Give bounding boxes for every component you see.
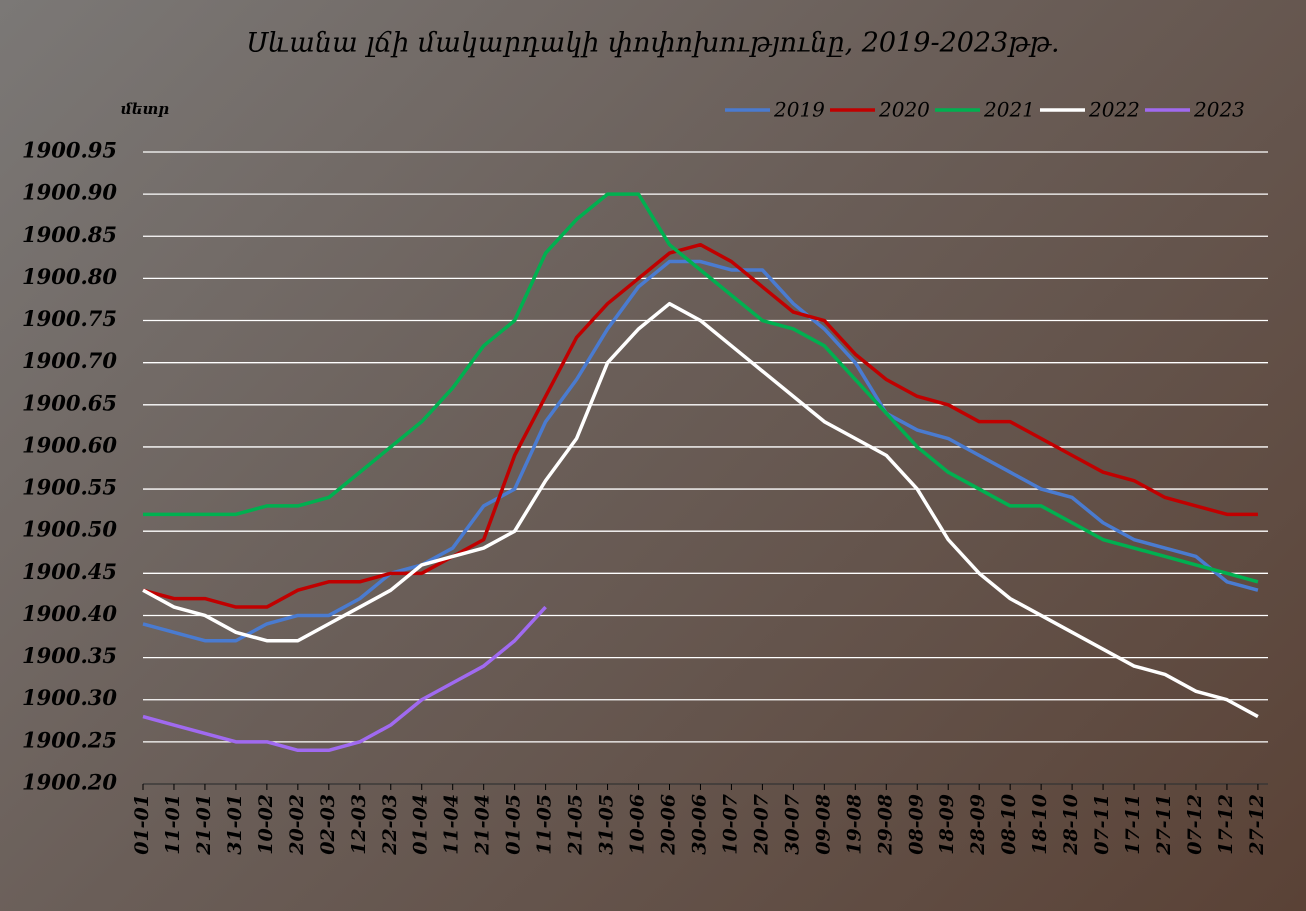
series-line bbox=[142, 259, 1259, 643]
x-tick-label: 21-05 bbox=[565, 794, 587, 856]
x-tick-label: 20-02 bbox=[286, 794, 308, 856]
series-line bbox=[142, 301, 1259, 719]
y-tick-label: 1900.40 bbox=[22, 601, 117, 626]
x-tick-label: 11-04 bbox=[441, 794, 463, 855]
x-tick-label: 17-11 bbox=[1122, 794, 1144, 855]
y-tick-label: 1900.20 bbox=[22, 770, 117, 795]
x-tick-label: 31-01 bbox=[224, 794, 246, 855]
x-tick-label: 01-05 bbox=[503, 794, 525, 855]
x-tick-label: 30-07 bbox=[781, 794, 803, 855]
y-tick-label: 1900.85 bbox=[22, 222, 117, 247]
x-tick-label: 30-06 bbox=[688, 794, 710, 855]
legend-label: 2021 bbox=[983, 98, 1035, 122]
x-tick-label: 18-09 bbox=[936, 794, 958, 855]
x-tick-label: 07-12 bbox=[1184, 794, 1206, 855]
x-tick-label: 11-05 bbox=[534, 794, 556, 855]
x-tick-label: 27-12 bbox=[1246, 794, 1268, 856]
x-tick-label: 10-06 bbox=[627, 794, 649, 855]
series-line bbox=[143, 192, 1259, 584]
legend-label: 2020 bbox=[878, 98, 930, 122]
y-axis-label: մետր bbox=[121, 100, 169, 118]
x-tick-label: 12-03 bbox=[348, 794, 370, 855]
x-tick-label: 28-10 bbox=[1060, 794, 1082, 856]
x-tick-label: 17-12 bbox=[1215, 794, 1237, 855]
x-tick-label: 29-08 bbox=[874, 794, 896, 856]
x-tick-label: 27-11 bbox=[1153, 794, 1175, 856]
x-tick-label: 20-07 bbox=[750, 794, 772, 856]
x-tick-label: 09-08 bbox=[812, 794, 834, 855]
x-tick-label: 11-01 bbox=[162, 794, 184, 855]
chart-title: Սևանա լճի մակարդակի փոփոխությունը, 2019-… bbox=[246, 28, 1059, 59]
x-tick-label: 08-09 bbox=[905, 794, 927, 855]
x-tick-label: 07-11 bbox=[1091, 794, 1113, 855]
y-tick-label: 1900.70 bbox=[22, 348, 117, 373]
series-line bbox=[142, 242, 1258, 609]
legend-label: 2019 bbox=[773, 98, 825, 122]
x-tick-label: 01-01 bbox=[131, 794, 153, 855]
x-tick-label: 28-09 bbox=[967, 794, 989, 856]
legend-label: 2023 bbox=[1193, 98, 1245, 122]
y-tick-label: 1900.95 bbox=[22, 138, 117, 163]
x-tick-label: 31-05 bbox=[596, 794, 618, 855]
x-tick-label: 19-08 bbox=[843, 794, 865, 855]
series-line bbox=[142, 605, 547, 753]
x-tick-label: 08-10 bbox=[998, 794, 1020, 855]
x-tick-label: 18-10 bbox=[1029, 794, 1051, 855]
x-tick-label: 01-04 bbox=[410, 794, 432, 855]
y-tick-label: 1900.90 bbox=[22, 180, 117, 205]
y-tick-label: 1900.60 bbox=[22, 432, 117, 457]
y-tick-label: 1900.65 bbox=[22, 390, 117, 415]
x-tick-label: 21-01 bbox=[193, 794, 215, 856]
y-tick-label: 1900.30 bbox=[22, 685, 117, 710]
y-tick-label: 1900.80 bbox=[22, 264, 117, 289]
x-tick-label: 20-06 bbox=[657, 794, 679, 856]
y-tick-label: 1900.50 bbox=[22, 517, 117, 542]
x-tick-label: 10-02 bbox=[255, 794, 277, 855]
x-tick-label: 02-03 bbox=[317, 794, 339, 855]
y-tick-label: 1900.45 bbox=[22, 559, 117, 584]
y-tick-label: 1900.25 bbox=[22, 727, 117, 752]
x-tick-label: 10-07 bbox=[719, 794, 741, 855]
legend-label: 2022 bbox=[1088, 98, 1140, 122]
y-tick-label: 1900.35 bbox=[22, 643, 117, 668]
x-tick-label: 21-04 bbox=[472, 794, 494, 856]
x-tick-label: 22-03 bbox=[379, 794, 401, 856]
y-tick-label: 1900.75 bbox=[22, 306, 117, 331]
y-tick-label: 1900.55 bbox=[22, 475, 117, 500]
